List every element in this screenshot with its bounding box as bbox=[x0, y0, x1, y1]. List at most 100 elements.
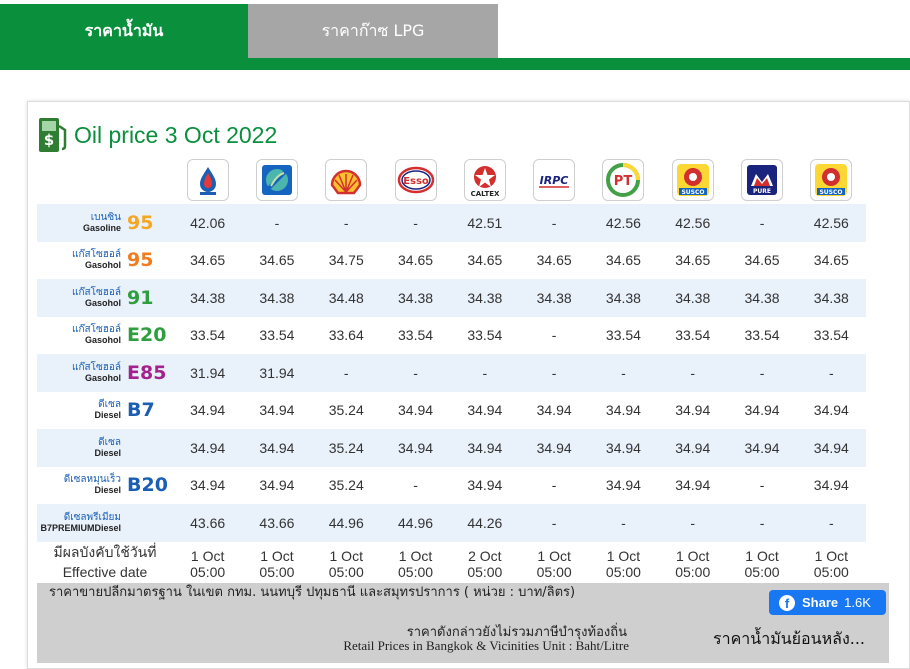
price-cell: 35.24 bbox=[328, 402, 364, 419]
fuel-grade: 95 bbox=[127, 211, 154, 234]
price-cell: 34.94 bbox=[398, 439, 434, 456]
logo-row-spacer bbox=[37, 156, 173, 204]
pt-logo-icon[interactable]: PT bbox=[602, 159, 645, 201]
effective-time-cell: 05:00 bbox=[467, 563, 503, 580]
price-cell: 43.66 bbox=[190, 514, 226, 531]
effective-time-cell: 05:00 bbox=[744, 563, 780, 580]
fuel-name-thai: เบนซิน bbox=[90, 211, 121, 223]
price-cell: - bbox=[343, 214, 349, 231]
susco-logo-text: SUSCO bbox=[820, 189, 843, 196]
price-cell: 34.94 bbox=[190, 439, 226, 456]
fuel-type-tabs: ราคาน้ำมัน ราคาก๊าซ LPG bbox=[0, 0, 910, 70]
price-cell: 33.54 bbox=[675, 327, 711, 344]
susco-logo-icon[interactable]: SUSCO bbox=[671, 159, 714, 201]
price-cell: 34.38 bbox=[675, 289, 711, 306]
pure-logo-icon[interactable]: PURE bbox=[741, 159, 784, 201]
tab-underline-bar bbox=[0, 58, 910, 70]
caltex-logo-icon[interactable]: CALTEX bbox=[463, 159, 506, 201]
station-cell: IRPC bbox=[519, 156, 588, 204]
effective-time-cell: 05:00 bbox=[190, 563, 226, 580]
fuel-grade: 95 bbox=[127, 249, 154, 272]
station-cell: CALTEX bbox=[450, 156, 519, 204]
price-cell: - bbox=[759, 514, 765, 531]
fuel-label: แก๊สโซฮอล์ Gasohol 91 bbox=[37, 279, 173, 317]
fuel-name: แก๊สโซฮอล์ Gasohol bbox=[72, 362, 121, 383]
fuel-row: แก๊สโซฮอล์ Gasohol E85 31.94 31.94 - - - - - - - - bbox=[37, 354, 866, 392]
price-cell: 34.65 bbox=[605, 252, 641, 269]
effective-time-cell: 05:00 bbox=[536, 563, 572, 580]
fuel-name-thai: แก๊สโซฮอล์ bbox=[72, 324, 121, 336]
fuel-row: แก๊สโซฮอล์ Gasohol 95 34.65 34.65 34.75 34.65 3… bbox=[37, 241, 866, 280]
price-cell: - bbox=[551, 514, 557, 531]
shell-logo-icon[interactable] bbox=[325, 159, 368, 201]
fuel-name-thai: แก๊สโซฮอล์ bbox=[72, 249, 121, 261]
fuel-label-cell: ดีเซลพรีเมียม B7PREMIUMDiesel bbox=[37, 504, 173, 542]
price-cell: 34.94 bbox=[467, 402, 503, 419]
price-cell: - bbox=[759, 214, 765, 231]
price-cell: 33.54 bbox=[398, 327, 434, 344]
price-cell: 34.94 bbox=[259, 439, 295, 456]
fuel-name: แก๊สโซฮอล์ Gasohol bbox=[72, 324, 121, 346]
price-cell: 34.94 bbox=[605, 402, 641, 419]
price-cell: - bbox=[413, 364, 418, 381]
price-cell: 34.75 bbox=[328, 252, 364, 269]
price-cell: 34.38 bbox=[744, 289, 780, 306]
price-cell: - bbox=[343, 364, 349, 381]
susco-logo-icon[interactable]: SUSCO bbox=[810, 159, 853, 201]
price-cell: 34.94 bbox=[536, 439, 572, 456]
price-cell: 42.56 bbox=[675, 214, 711, 231]
station-cell: SUSCO bbox=[797, 156, 866, 204]
price-cell: - bbox=[551, 327, 557, 344]
price-cell: 34.94 bbox=[813, 402, 849, 419]
price-cell: - bbox=[621, 364, 626, 381]
facebook-share-button[interactable]: f Share 1.6K bbox=[769, 590, 886, 615]
fuel-name: ดีเซล Diesel bbox=[94, 437, 121, 458]
price-cell: - bbox=[621, 514, 626, 531]
tab-oil-price[interactable]: ราคาน้ำมัน bbox=[0, 4, 248, 58]
svg-text:$: $ bbox=[44, 131, 54, 149]
price-cell: 33.54 bbox=[744, 327, 780, 344]
price-cell: 31.94 bbox=[259, 364, 295, 381]
card-heading: $ Oil price 3 Oct 2022 bbox=[38, 116, 277, 154]
effective-time-cell: 05:00 bbox=[605, 563, 641, 580]
price-cell: - bbox=[690, 514, 696, 531]
station-cell: SUSCO bbox=[658, 156, 727, 204]
price-cell: 34.94 bbox=[605, 477, 641, 494]
bangchak-logo-icon[interactable] bbox=[255, 159, 298, 201]
price-cell: 34.65 bbox=[536, 252, 572, 269]
price-cell: 34.94 bbox=[259, 402, 295, 419]
fuel-grade: B7 bbox=[127, 399, 155, 422]
fuel-row: ดีเซลหมุนเร็ว Diesel B20 34.94 34.94 35.24 - 34… bbox=[37, 466, 866, 504]
irpc-logo-icon[interactable]: IRPC bbox=[533, 159, 576, 201]
fuel-label-cell: แก๊สโซฮอล์ Gasohol 95 bbox=[37, 242, 173, 280]
price-history-link[interactable]: ราคาน้ำมันย้อนหลัง... bbox=[713, 629, 866, 648]
tab-lpg-price[interactable]: ราคาก๊าซ LPG bbox=[248, 4, 498, 58]
fuel-grade: B20 bbox=[127, 474, 168, 497]
fuel-name-english: Gasohol bbox=[84, 335, 121, 346]
station-logo-row: Esso CALTEX IRPC PT SUSCO PURE S bbox=[37, 156, 866, 204]
price-cell: 34.65 bbox=[744, 252, 780, 269]
fuel-name: แก๊สโซฮอล์ Gasohol bbox=[72, 287, 121, 308]
effective-time-cell: 05:00 bbox=[813, 563, 849, 580]
station-cell: Esso bbox=[381, 156, 450, 204]
fuel-grade: E85 bbox=[127, 361, 167, 384]
fuel-name-english: Diesel bbox=[94, 410, 121, 421]
price-cell: 34.94 bbox=[259, 477, 295, 494]
price-cell: - bbox=[274, 214, 280, 231]
fuel-name-english: Gasoline bbox=[82, 222, 121, 233]
effective-label-english: Effective date bbox=[62, 563, 148, 580]
fuel-row: ดีเซล Diesel 34.94 34.94 35.24 34.94 34.94 34.9… bbox=[37, 429, 866, 467]
fuel-label: ดีเซลพรีเมียม B7PREMIUMDiesel bbox=[37, 504, 173, 542]
price-cell: 34.65 bbox=[398, 252, 434, 269]
effective-label-thai: มีผลบังคับใช้วันที่ bbox=[53, 543, 157, 560]
esso-logo-icon[interactable]: Esso bbox=[394, 159, 437, 201]
station-cell: PURE bbox=[727, 156, 796, 204]
susco-logo-text: SUSCO bbox=[681, 189, 704, 196]
price-cell: 34.94 bbox=[190, 402, 226, 419]
effective-date-cell: 2 Oct bbox=[468, 547, 502, 564]
fuel-name: ดีเซล Diesel bbox=[94, 400, 121, 421]
pt-logo-text: PT bbox=[614, 174, 633, 189]
ptt-logo-icon[interactable] bbox=[186, 159, 229, 201]
tax-note-thai: ราคาดังกล่าวยังไม่รวมภาษีบำรุงท้องถิ่น bbox=[406, 625, 627, 640]
price-cell: 34.94 bbox=[190, 477, 226, 494]
